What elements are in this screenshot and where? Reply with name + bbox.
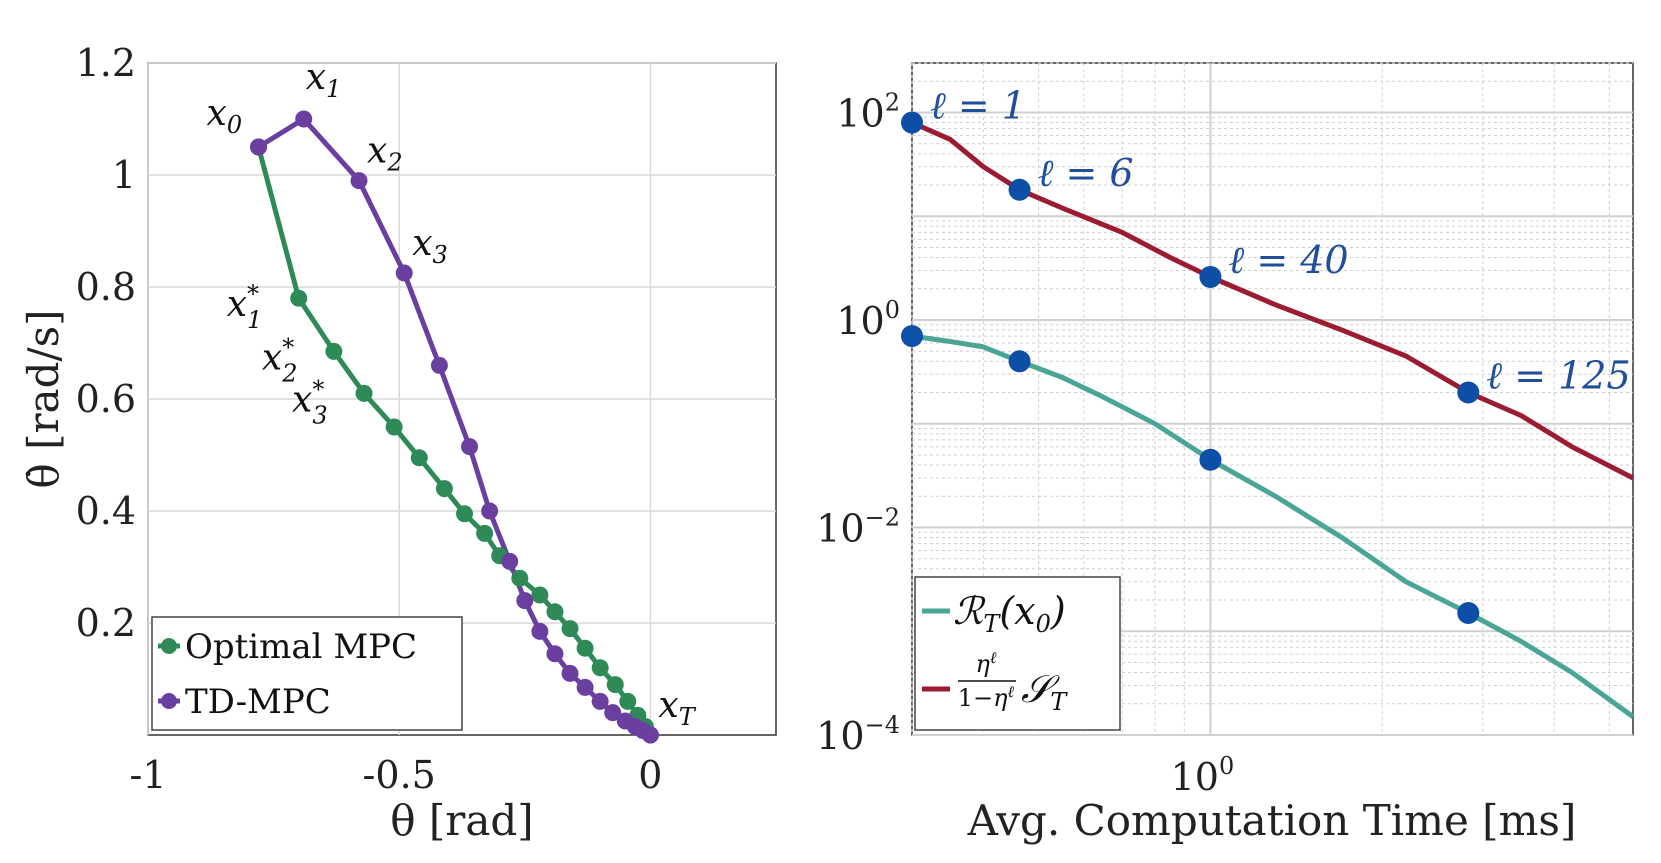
x-axis-label: θ [rad] [390, 796, 533, 845]
legend-label-optimal-mpc: Optimal MPC [185, 627, 417, 667]
y-tick-label-right: 10−2 [816, 504, 900, 551]
y-axis-label: θ̇ [rad/s] [19, 309, 68, 488]
legend-marker-optimal-mpc [161, 638, 177, 654]
cost-time-plot: 100 102 100 10−2 10−4 ℓ = 1 ℓ = 6 ℓ = 40 ℓ = 12… [816, 62, 1635, 845]
y-tick-label: 0.2 [76, 601, 136, 645]
data-point-optimal-mpc [385, 418, 403, 436]
data-point-optimal-mpc [606, 676, 624, 694]
data-point-td-mpc [481, 502, 499, 520]
iteration-label: ℓ = 6 [1038, 151, 1134, 195]
legend-residual-sub: T [983, 610, 1001, 638]
x-tick-label: -0.5 [363, 753, 436, 797]
data-point-optimal-mpc [591, 659, 609, 677]
legend-label-td-mpc: TD-MPC [185, 682, 331, 722]
data-point-td-mpc [350, 172, 368, 190]
y-tick-label-right: 102 [836, 89, 900, 136]
y-tick-label-right: 100 [836, 296, 900, 343]
highlight-marker [1008, 350, 1031, 373]
data-point-optimal-mpc [456, 505, 474, 523]
legend-bound-denominator: 1−ηℓ [958, 682, 1015, 712]
legend-box-right [914, 576, 1121, 731]
highlight-marker [901, 111, 923, 134]
data-point-optimal-mpc [476, 524, 494, 542]
highlight-marker [1199, 265, 1222, 288]
state-label: x3 [412, 223, 448, 269]
state-label: xT [658, 685, 696, 731]
legend-left: Optimal MPC TD-MPC [151, 616, 463, 731]
legend-marker-td-mpc [161, 693, 177, 709]
legend-residual-sub0: 0 [1036, 610, 1051, 638]
y-tick-label: 0.6 [76, 377, 136, 421]
legend-label-residual: ℛT(x0) [953, 589, 1066, 638]
data-point-td-mpc [604, 704, 622, 722]
iteration-label: ℓ = 40 [1228, 238, 1348, 282]
data-point-td-mpc [295, 110, 313, 128]
y-tick-label: 1 [112, 153, 136, 197]
data-point-optimal-mpc [355, 384, 373, 402]
y-tick-label: 0.8 [76, 265, 136, 309]
data-point-optimal-mpc [619, 692, 637, 710]
data-point-td-mpc [250, 138, 268, 156]
iteration-label: ℓ = 125 [1486, 354, 1630, 398]
data-point-td-mpc [430, 356, 448, 374]
highlight-marker [1199, 448, 1222, 471]
state-label: x* 2 [262, 333, 298, 387]
y-tick-label-right: 10−4 [816, 711, 900, 758]
state-label: x* 1 [227, 280, 263, 334]
state-label: x1 [306, 57, 342, 103]
legend-residual-close: ) [1050, 589, 1066, 633]
data-point-optimal-mpc [290, 289, 308, 307]
data-point-td-mpc [561, 664, 579, 682]
highlight-marker [901, 325, 923, 348]
legend-right: ℛT(x0) ηℓ 1−ηℓ 𝒮T [914, 576, 1121, 731]
x-axis-label-right: Avg. Computation Time [ms] [967, 796, 1577, 845]
data-point-td-mpc [461, 438, 479, 456]
legend-box [151, 616, 463, 731]
data-point-td-mpc [591, 692, 609, 710]
state-label: x2 [367, 131, 403, 177]
highlight-marker [1008, 178, 1031, 201]
data-point-optimal-mpc [561, 620, 579, 638]
data-point-td-mpc [641, 726, 659, 744]
highlight-marker [1457, 601, 1480, 624]
data-point-optimal-mpc [546, 603, 564, 621]
data-point-optimal-mpc [576, 639, 594, 657]
data-point-optimal-mpc [325, 342, 343, 360]
data-point-optimal-mpc [531, 586, 549, 604]
x-tick-label-right: 100 [1171, 752, 1235, 799]
legend-residual-arg: (x [999, 589, 1035, 633]
highlight-marker [1457, 381, 1480, 404]
y-tick-label: 0.4 [76, 489, 136, 533]
data-point-td-mpc [546, 645, 564, 663]
iteration-label: ℓ = 1 [930, 84, 1026, 128]
data-point-td-mpc [576, 678, 594, 696]
x-tick-label: -1 [129, 753, 166, 797]
x-tick-label: 0 [638, 753, 662, 797]
data-point-td-mpc [531, 622, 549, 640]
data-point-optimal-mpc [410, 449, 428, 467]
state-label: x0 [207, 93, 243, 139]
legend-residual-R: ℛ [953, 589, 986, 633]
state-label: x* 3 [292, 375, 328, 429]
data-point-optimal-mpc [511, 569, 529, 587]
data-point-td-mpc [395, 264, 413, 282]
y-tick-label: 1.2 [76, 41, 136, 85]
data-point-td-mpc [516, 592, 534, 610]
data-point-optimal-mpc [435, 480, 453, 498]
data-point-td-mpc [501, 552, 519, 570]
